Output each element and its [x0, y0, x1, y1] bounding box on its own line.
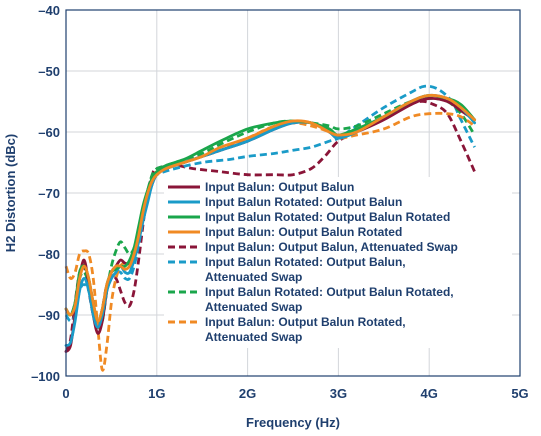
series-line [64, 93, 476, 323]
legend-label: Input Balun: Output Balun Rotated, [205, 315, 406, 329]
legend-item: Input Balun: Output Balun Rotated [168, 225, 402, 239]
legend-label: Input Balun Rotated: Output Balun Rotate… [205, 285, 454, 299]
y-axis-title: H2 Distortion (dBc) [3, 134, 18, 252]
legend-item: Input Balun: Output Balun [168, 180, 354, 194]
legend-label: Input Balun Rotated: Output Balun, [205, 255, 406, 269]
legend-label: Input Balun: Output Balun Rotated [205, 225, 402, 239]
x-tick-label: 4G [421, 386, 438, 401]
y-tick-label: –90 [38, 308, 60, 323]
legend-label: Attenuated Swap [205, 300, 302, 314]
legend-label: Input Balun: Output Balun [205, 180, 354, 194]
y-tick-label: –70 [38, 186, 60, 201]
legend-label: Input Balun Rotated: Output Balun Rotate… [205, 210, 450, 224]
series-line [64, 84, 476, 323]
legend-background [164, 177, 512, 348]
x-axis-title: Frequency (Hz) [246, 415, 340, 430]
y-tick-label: –40 [38, 3, 60, 18]
y-tick-label: –80 [38, 247, 60, 262]
legend-label: Input Balun Rotated: Output Balun [205, 195, 402, 209]
y-tick-label: –50 [38, 64, 60, 79]
x-tick-label: 0 [62, 386, 69, 401]
legend-item: Input Balun Rotated: Output Balun Rotate… [168, 285, 454, 314]
x-tick-label: 3G [330, 386, 347, 401]
legend-label: Attenuated Swap [205, 270, 302, 284]
series-line [64, 111, 476, 372]
legend-label: Input Balun: Output Balun, Attenuated Sw… [205, 240, 458, 254]
legend-item: Input Balun Rotated: Output Balun,Attenu… [168, 255, 406, 284]
x-tick-label: 1G [148, 386, 165, 401]
tick-labels: 0 1G 2G 3G 4G 5G –40 –50 –60 –70 –80 –90 –100 [31, 3, 529, 401]
legend-item: Input Balun: Output Balun Rotated,Attenu… [168, 315, 406, 344]
x-tick-label: 2G [239, 386, 256, 401]
legend-item: Input Balun: Output Balun, Attenuated Sw… [168, 240, 458, 254]
legend-item: Input Balun Rotated: Output Balun Rotate… [168, 210, 450, 224]
y-tick-label: –60 [38, 125, 60, 140]
legend-label: Attenuated Swap [205, 330, 302, 344]
plot-frame [65, 9, 521, 377]
legend-item: Input Balun Rotated: Output Balun [168, 195, 402, 209]
x-tick-label: 5G [511, 386, 528, 401]
y-tick-label: –100 [31, 369, 60, 384]
series-layer [64, 84, 476, 372]
